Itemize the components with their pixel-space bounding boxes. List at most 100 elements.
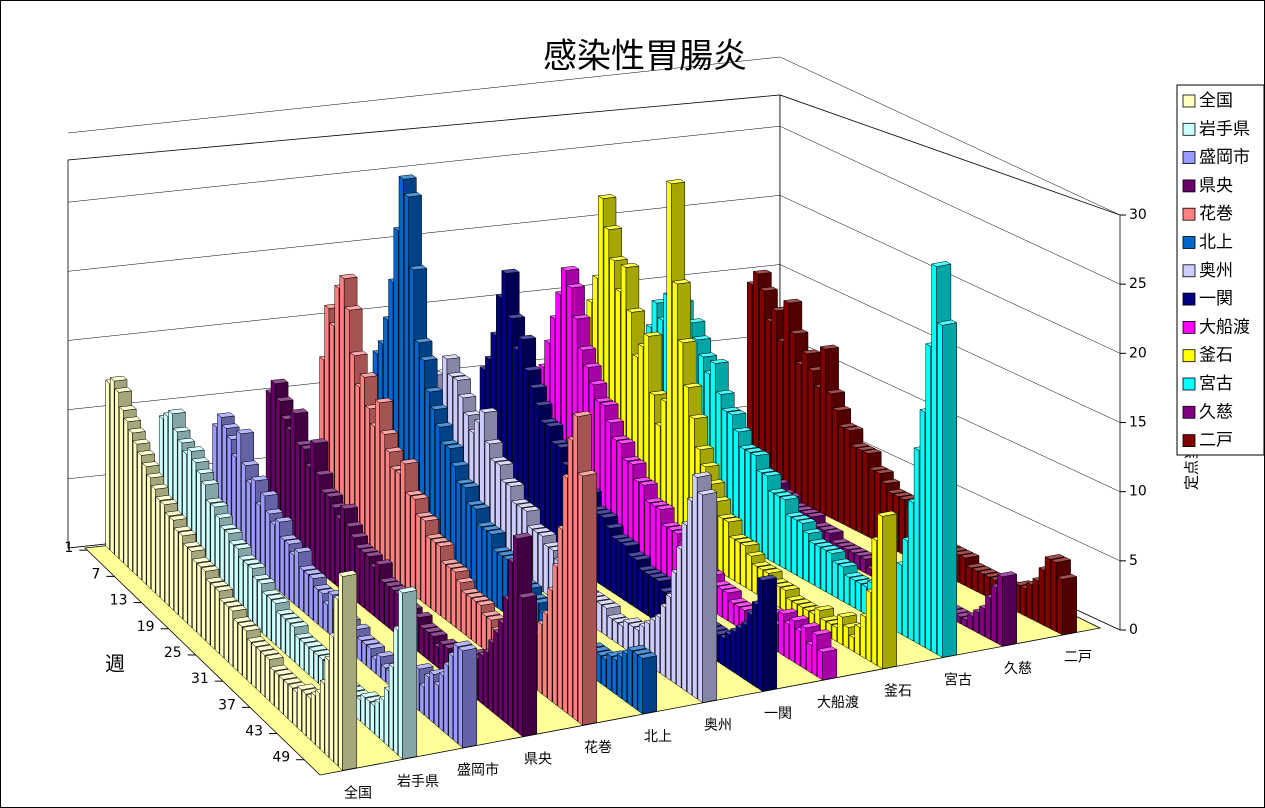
bar-face: [971, 568, 978, 593]
x-tick-label: 7: [91, 566, 100, 582]
bar-face: [789, 617, 795, 663]
bar-face: [415, 513, 421, 601]
bar-face: [677, 339, 684, 551]
bar-face: [789, 330, 796, 501]
bar-face: [1020, 585, 1027, 617]
bar-face: [665, 593, 671, 681]
y-tick-label: 30: [1129, 207, 1147, 223]
bar-face: [931, 263, 937, 655]
bar-face: [160, 500, 165, 603]
bar-face: [757, 577, 763, 692]
bar-face: [1026, 581, 1033, 620]
bar-face: [356, 636, 362, 662]
x-tick-label: 19: [137, 619, 155, 635]
bar-face: [800, 624, 806, 670]
bar-face: [503, 596, 508, 725]
legend-swatch: [1182, 320, 1196, 334]
bar-face: [632, 556, 638, 610]
bar-face: [400, 460, 406, 590]
bar-face: [809, 540, 815, 586]
bar-face: [265, 509, 270, 584]
bar-side: [1002, 573, 1017, 647]
legend-label: 奥州: [1199, 261, 1233, 281]
bar-face: [740, 542, 746, 588]
bar-face: [303, 570, 309, 617]
bar-face: [283, 679, 288, 720]
bar-face: [374, 699, 380, 739]
bar-face: [274, 671, 279, 711]
bar-face: [237, 622, 243, 676]
bar-face: [844, 574, 850, 606]
bar-face: [132, 440, 138, 577]
bar-face: [224, 602, 229, 663]
bar-face: [733, 603, 740, 629]
legend-label: 岩手県: [1199, 119, 1250, 139]
bar-face: [271, 599, 276, 646]
bar-face: [817, 648, 823, 681]
bar-face: [832, 407, 838, 522]
series-axis-label: 釜石: [884, 684, 912, 700]
bar-face: [309, 647, 314, 680]
y-tick-label: 25: [1129, 276, 1147, 292]
bar-face: [446, 564, 451, 625]
bar-face: [173, 527, 179, 616]
bar-face: [860, 556, 866, 574]
bar-face: [973, 609, 979, 634]
bar-face: [364, 552, 370, 613]
series-axis-label: 二戸: [1064, 650, 1092, 666]
legend-swatch: [1182, 179, 1196, 193]
bar-face: [601, 604, 607, 637]
bar-face: [1038, 567, 1045, 627]
bar-face: [384, 686, 389, 747]
bar-face: [623, 619, 629, 652]
legend-label: 二戸: [1199, 431, 1233, 451]
bar-face: [965, 565, 972, 590]
bar-face: [269, 666, 275, 707]
y-tick-label: 5: [1129, 553, 1138, 569]
bar-face: [637, 567, 643, 613]
bar-face: [443, 662, 449, 736]
bar-face: [719, 634, 725, 667]
bar-face: [318, 589, 323, 629]
bar-face: [365, 697, 370, 731]
bar-face: [114, 388, 119, 559]
grid-line: [67, 264, 1121, 423]
bar-face: [627, 647, 633, 707]
bar-face: [440, 560, 446, 621]
bar-face: [315, 689, 320, 750]
bar-face: [813, 384, 820, 513]
bar-face: [483, 649, 489, 709]
bar-face: [178, 531, 183, 620]
bar-face: [379, 578, 385, 625]
bar-face: [997, 573, 1003, 647]
bar-face: [438, 671, 444, 732]
legend-label: 宮古: [1199, 374, 1233, 394]
legend-label: 全国: [1199, 91, 1233, 111]
bar-face: [280, 614, 286, 655]
bar-face: [985, 595, 991, 641]
bar-face: [913, 447, 920, 645]
bar-face: [774, 493, 780, 567]
bar-face: [865, 589, 872, 663]
bar: [757, 574, 778, 692]
bar-face: [542, 610, 548, 699]
bar-face: [814, 543, 821, 590]
bar-face: [562, 474, 568, 714]
bar-face: [393, 626, 398, 756]
bar-face: [128, 428, 133, 572]
bar-face: [655, 506, 661, 580]
bar-face: [304, 642, 309, 676]
bar-face: [308, 574, 314, 621]
bar-face: [868, 467, 875, 541]
chart-title: 感染性胃腸炎: [543, 37, 747, 77]
bar-side: [342, 573, 358, 771]
bar-face: [476, 601, 482, 648]
grid-line: [67, 56, 1121, 216]
legend-swatch: [1182, 405, 1196, 419]
bar-face: [424, 673, 429, 720]
bar-face: [666, 180, 672, 545]
grid-line: [67, 195, 1121, 354]
bar-face: [487, 530, 492, 605]
bar-face: [844, 427, 850, 528]
bar-face: [849, 577, 856, 609]
